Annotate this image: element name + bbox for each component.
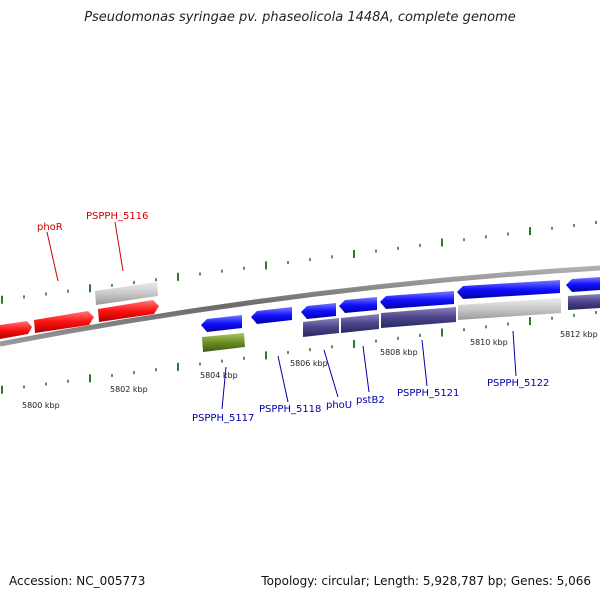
gene-label-pspph-5118[interactable]: PSPPH_5118 [259,404,321,415]
leader-line [277,355,289,403]
gene-arrow-forward[interactable] [34,311,94,333]
cds-row [202,294,600,352]
leader-line [323,349,339,398]
genome-title: Pseudomonas syringae pv. phaseolicola 14… [84,10,516,25]
scale-label: 5800 kbp [22,401,60,410]
gene-arrow-forward[interactable] [0,321,32,339]
gene-label-pspph-5122[interactable]: PSPPH_5122 [487,378,549,389]
gene-arrow-reverse[interactable] [457,280,560,299]
gene-other-grey[interactable] [458,298,561,320]
scale-label: 5808 kbp [380,348,418,357]
leader-line [221,366,227,410]
leader-line [421,339,428,387]
cds-block[interactable] [568,294,600,310]
gene-label-phoR[interactable]: phoR [37,222,63,233]
genome-backbone [0,265,600,347]
gene-labels: phoR PSPPH_5116 PSPPH_5117 PSPPH_5118 ph… [37,211,549,424]
scale-labels: 5800 kbp 5802 kbp 5804 kbp 5806 kbp 5808… [22,330,598,410]
label-leader-lines [46,221,517,410]
leader-line [362,345,370,393]
scale-label: 5806 kbp [290,359,328,368]
genome-stats-text: Topology: circular; Length: 5,928,787 bp… [261,574,591,588]
gene-label-pspph-5117[interactable]: PSPPH_5117 [192,413,254,424]
gene-label-phoU[interactable]: phoU [326,400,352,411]
scale-label: 5812 kbp [560,330,598,339]
scale-label: 5804 kbp [200,371,238,380]
gene-arrow-reverse[interactable] [380,291,454,309]
gene-arrow-forward[interactable] [98,300,159,322]
gene-label-pstB2[interactable]: pstB2 [356,395,385,406]
accession-text: Accession: NC_005773 [9,574,146,588]
leader-line [512,330,517,377]
gene-label-pspph-5116[interactable]: PSPPH_5116 [86,211,148,222]
forward-tick-row [1,221,597,304]
gene-arrow-reverse[interactable] [251,307,292,324]
reverse-genes [201,277,600,332]
gene-rna-green[interactable] [202,333,245,352]
cds-block[interactable] [341,314,379,333]
forward-genes [0,282,159,339]
gene-arrow-reverse[interactable] [201,315,242,332]
leader-line [46,231,59,282]
gene-arrow-reverse[interactable] [339,297,377,313]
gene-arrow-reverse[interactable] [301,303,336,319]
gene-arrow-reverse[interactable] [566,277,600,292]
gene-label-pspph-5121[interactable]: PSPPH_5121 [397,388,459,399]
gene-other-grey[interactable] [95,282,158,305]
cds-block[interactable] [381,307,456,328]
reverse-tick-row [1,311,597,394]
scale-label: 5810 kbp [470,338,508,347]
scale-label: 5802 kbp [110,385,148,394]
leader-line [114,221,124,272]
cds-block[interactable] [303,318,339,337]
